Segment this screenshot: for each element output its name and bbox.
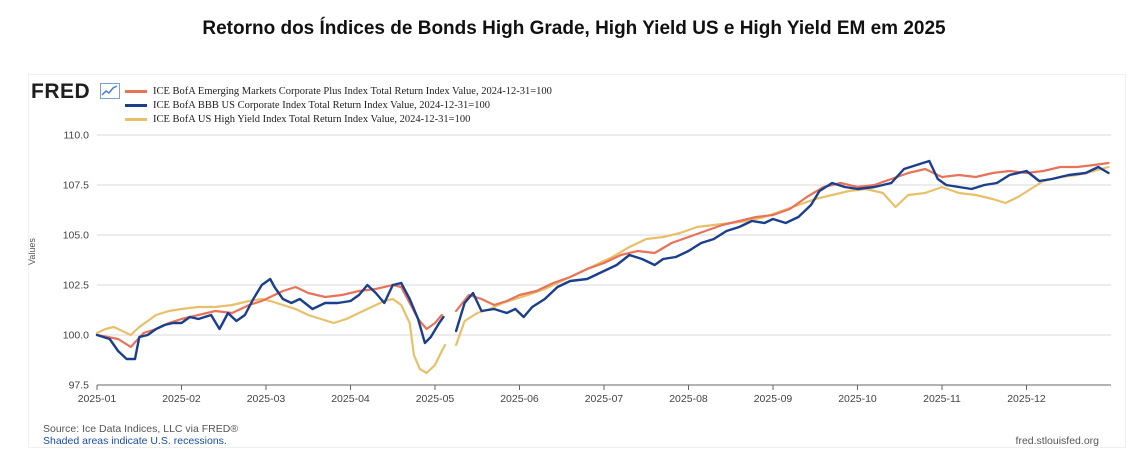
y-axis-label: Values	[27, 238, 37, 265]
legend-swatch	[125, 117, 147, 121]
legend-label: ICE BofA BBB US Corporate Index Total Re…	[153, 99, 490, 111]
y-tick-label: 97.5	[69, 380, 90, 392]
recessions-note[interactable]: Shaded areas indicate U.S. recessions.	[43, 435, 227, 447]
series-line-em	[95, 283, 443, 349]
series-line-bbb	[454, 159, 1110, 333]
x-tick-label: 2025-07	[585, 393, 624, 405]
legend-item-bbb[interactable]: ICE BofA BBB US Corporate Index Total Re…	[125, 98, 552, 112]
legend-item-em[interactable]: ICE BofA Emerging Markets Corporate Plus…	[125, 84, 552, 98]
fred-logo[interactable]: FRED	[31, 80, 91, 103]
series-line-bbb	[95, 277, 445, 361]
legend: ICE BofA Emerging Markets Corporate Plus…	[125, 84, 552, 126]
chart-line-icon	[100, 83, 120, 99]
legend-swatch	[125, 103, 147, 107]
y-tick-label: 102.5	[63, 280, 89, 292]
series-lines	[95, 159, 1110, 375]
x-tick-label: 2025-12	[1007, 393, 1046, 405]
y-tick-label: 100.0	[63, 330, 89, 342]
fred-chart-panel: 97.5 100.0 102.5 105.0 107.5 110.0 2025-01 2025…	[27, 74, 1126, 448]
x-tick-label: 2025-06	[500, 393, 539, 405]
x-tick-label: 2025-04	[331, 393, 370, 405]
x-tick-label: 2025-11	[923, 393, 961, 405]
chart-plot: 97.5 100.0 102.5 105.0 107.5 110.0 2025-01 2025…	[63, 130, 1111, 405]
series-line-hy	[95, 297, 447, 375]
legend-label: ICE BofA US High Yield Index Total Retur…	[153, 113, 471, 125]
x-tick-label: 2025-02	[162, 393, 201, 405]
axes: 97.5 100.0 102.5 105.0 107.5 110.0 2025-01 2025…	[63, 130, 1111, 405]
legend-item-hy[interactable]: ICE BofA US High Yield Index Total Retur…	[125, 112, 552, 126]
series-line-em	[455, 161, 1110, 313]
y-tick-label: 110.0	[64, 130, 90, 142]
x-tick-label: 2025-10	[838, 393, 877, 405]
x-tick-label: 2025-01	[78, 393, 117, 405]
x-tick-label: 2025-05	[416, 393, 455, 405]
x-tick-label: 2025-03	[247, 393, 286, 405]
fred-site-link[interactable]: fred.stlouisfed.org	[1015, 435, 1099, 447]
series-line-hy	[455, 165, 1110, 347]
x-tick-label: 2025-09	[754, 393, 793, 405]
legend-swatch	[125, 89, 147, 93]
x-tick-label: 2025-08	[669, 393, 708, 405]
legend-label: ICE BofA Emerging Markets Corporate Plus…	[153, 85, 552, 97]
y-tick-label: 105.0	[63, 230, 89, 242]
page-title: Retorno dos Índices de Bonds High Grade,…	[202, 18, 946, 39]
y-tick-label: 107.5	[63, 180, 89, 192]
source-note: Source: Ice Data Indices, LLC via FRED®	[43, 423, 239, 435]
